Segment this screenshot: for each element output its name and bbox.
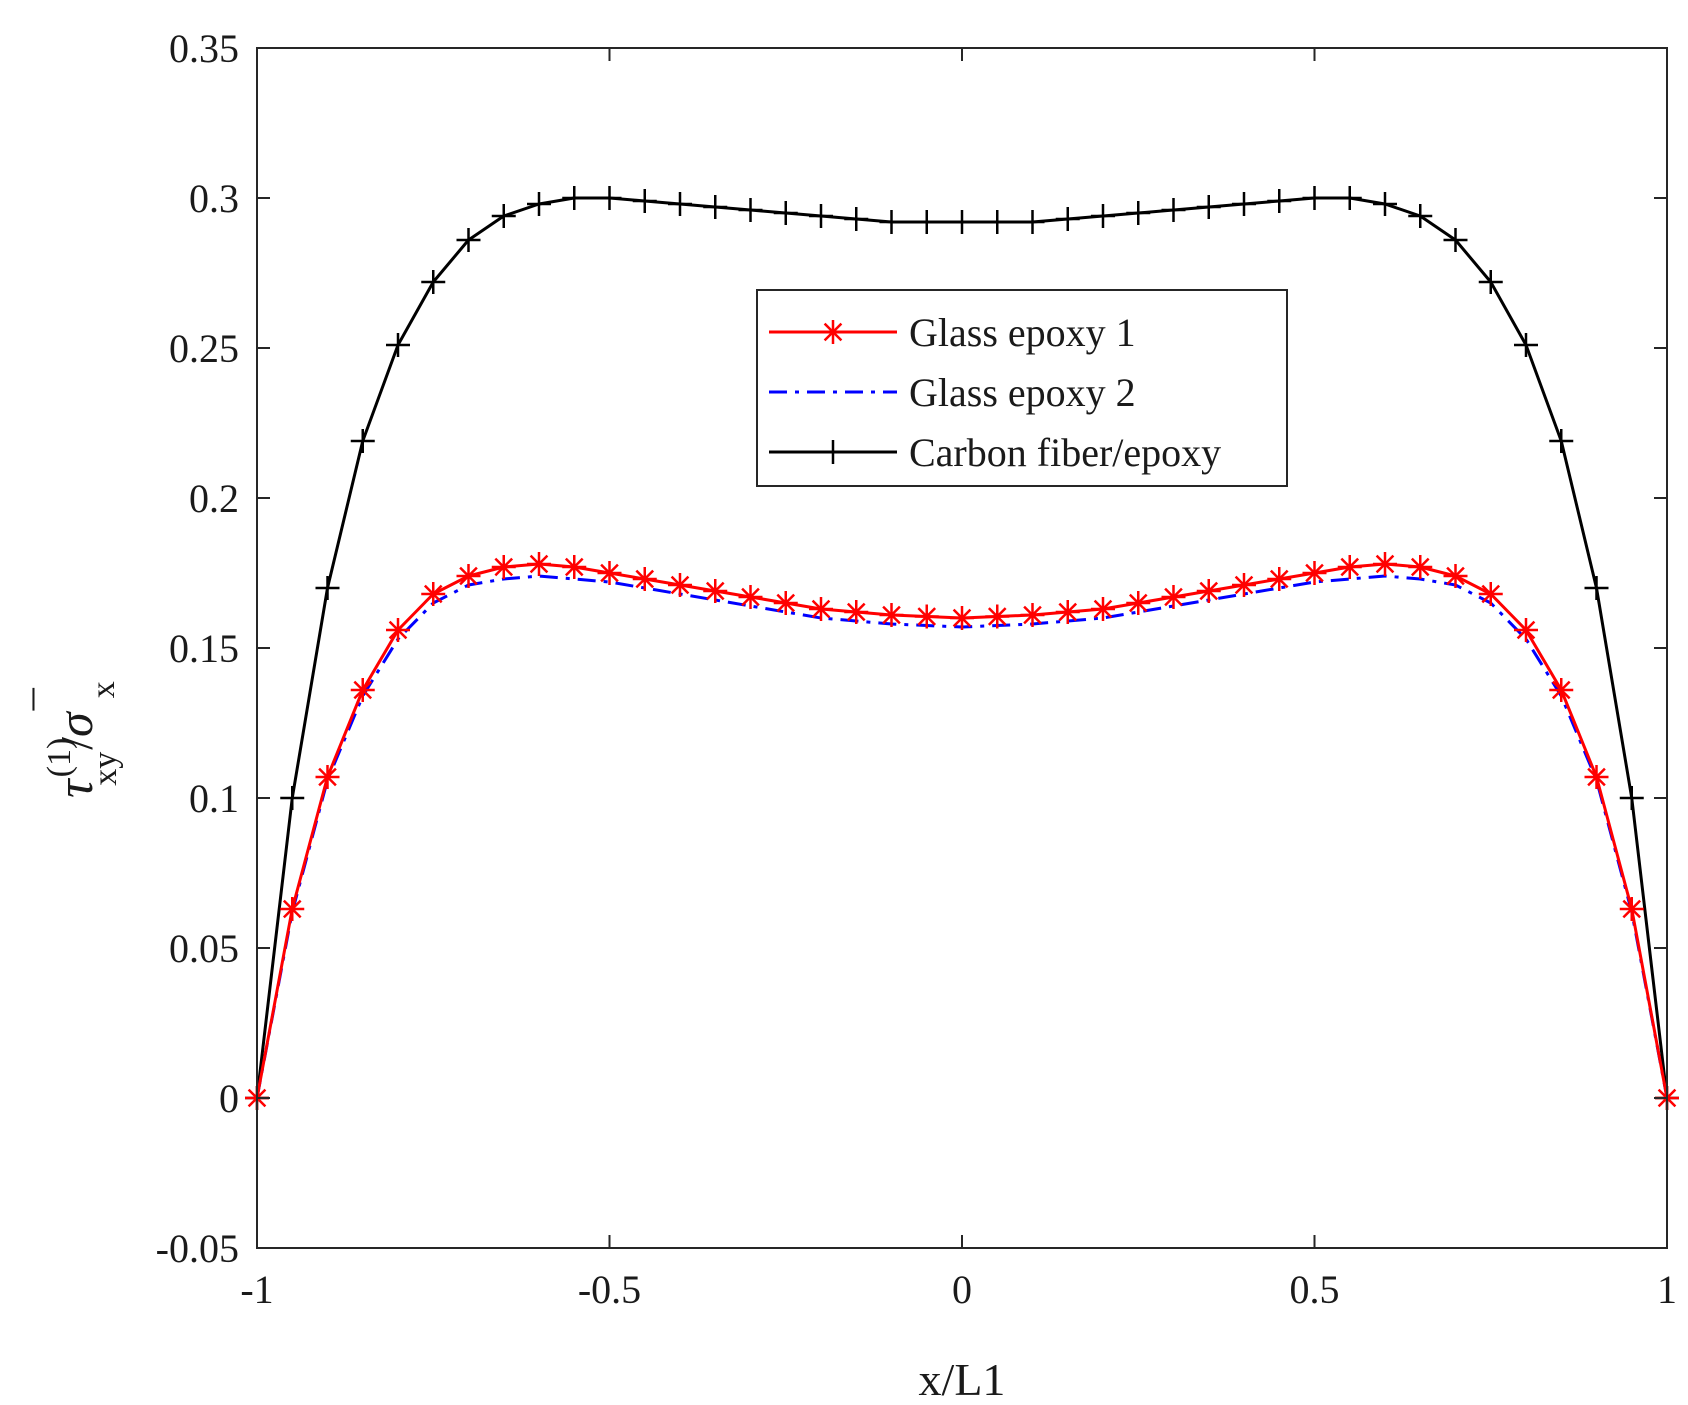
data-point <box>600 563 619 583</box>
data-point <box>776 593 796 613</box>
series-line <box>255 574 1669 1099</box>
legend-label: Glass epoxy 2 <box>909 370 1136 415</box>
axis-ticks <box>256 47 1668 1249</box>
y-tick-label: 0.05 <box>169 926 239 971</box>
data-point <box>1446 566 1465 586</box>
data-point <box>529 554 549 574</box>
x-tick-label: 0.5 <box>1290 1267 1340 1312</box>
data-point <box>846 602 866 622</box>
data-point <box>882 605 901 625</box>
svg-text:τ(1)xy/σ¯x: τ(1) xy /σ¯ x <box>27 681 124 798</box>
y-tick-label: 0.15 <box>169 626 239 671</box>
data-point <box>564 557 584 577</box>
plot-series <box>245 186 1679 1110</box>
data-point <box>1551 680 1571 700</box>
data-point <box>1058 602 1078 622</box>
data-point <box>282 899 302 919</box>
data-point <box>635 569 655 589</box>
y-tick-label: 0 <box>219 1076 239 1121</box>
legend-entry: Glass epoxy 1 <box>769 310 1136 355</box>
y-tick-label: 0.35 <box>169 26 239 71</box>
data-point <box>1410 557 1430 577</box>
legend-entry: Glass epoxy 2 <box>769 370 1136 415</box>
data-point <box>1128 593 1148 613</box>
data-point <box>670 575 690 595</box>
y-tick-label: 0.1 <box>189 776 239 821</box>
data-point <box>741 587 760 607</box>
series-glass-epoxy-1 <box>245 552 1679 1110</box>
data-point <box>494 557 514 577</box>
data-point <box>1023 605 1042 625</box>
data-point <box>1587 767 1606 787</box>
legend-marker <box>823 322 843 342</box>
data-point <box>917 607 937 626</box>
data-point <box>1375 554 1395 574</box>
data-point <box>459 566 478 586</box>
legend-entry: Carbon fiber/epoxy <box>769 430 1221 475</box>
y-axis-title: τ(1) xy /σ¯ x <box>27 681 124 798</box>
data-point <box>1269 569 1289 589</box>
data-point <box>1481 584 1501 604</box>
data-point <box>987 607 1007 626</box>
data-point <box>353 680 373 700</box>
legend-label: Carbon fiber/epoxy <box>909 430 1221 475</box>
data-point <box>1199 581 1219 601</box>
tick-labels: -1 -0.5 0 0.5 1 -0.05 0 0.05 0.1 0.15 0.2 0.25 0.3 0.… <box>156 26 1677 1312</box>
x-axis-title: x/L1 <box>919 1354 1006 1405</box>
data-point <box>318 767 337 787</box>
x-tick-label: -0.5 <box>578 1267 641 1312</box>
x-tick-label: 1 <box>1657 1267 1677 1312</box>
y-label-sub: xy <box>87 752 124 786</box>
data-point <box>1516 620 1536 640</box>
y-tick-label: 0.25 <box>169 326 239 371</box>
data-point <box>705 581 725 601</box>
legend-label: Glass epoxy 1 <box>909 310 1136 355</box>
y-label-sigma-sub: x <box>85 681 122 698</box>
y-label-sup: (1) <box>41 738 78 778</box>
data-point <box>1164 587 1183 607</box>
data-point <box>811 599 831 619</box>
data-point <box>388 620 408 640</box>
data-point <box>1340 557 1360 577</box>
y-label-tau: τ <box>47 777 104 798</box>
y-label-slash: / <box>51 737 102 750</box>
data-point <box>423 584 443 604</box>
legend-items: Glass epoxy 1 Glass epoxy 2 Carbon fiber/e… <box>769 310 1221 475</box>
series-line <box>255 562 1669 1099</box>
series-carbon-fiber-epoxy <box>245 186 1679 1110</box>
data-point <box>1234 575 1254 595</box>
x-tick-label: 0 <box>952 1267 972 1312</box>
y-tick-label: -0.05 <box>156 1226 239 1271</box>
legend: Glass epoxy 1 Glass epoxy 2 Carbon fiber/e… <box>756 289 1288 487</box>
y-tick-label: 0.2 <box>189 476 239 521</box>
data-point <box>1093 599 1113 619</box>
data-point <box>952 608 972 628</box>
y-label-sigma: σ <box>47 710 103 737</box>
x-tick-label: -1 <box>240 1267 273 1312</box>
y-label-sigma-bar: ¯ <box>27 687 76 711</box>
data-point <box>1305 563 1324 583</box>
data-point <box>1622 899 1642 919</box>
y-tick-label: 0.3 <box>189 176 239 221</box>
series-glass-epoxy-2 <box>255 574 1669 1099</box>
